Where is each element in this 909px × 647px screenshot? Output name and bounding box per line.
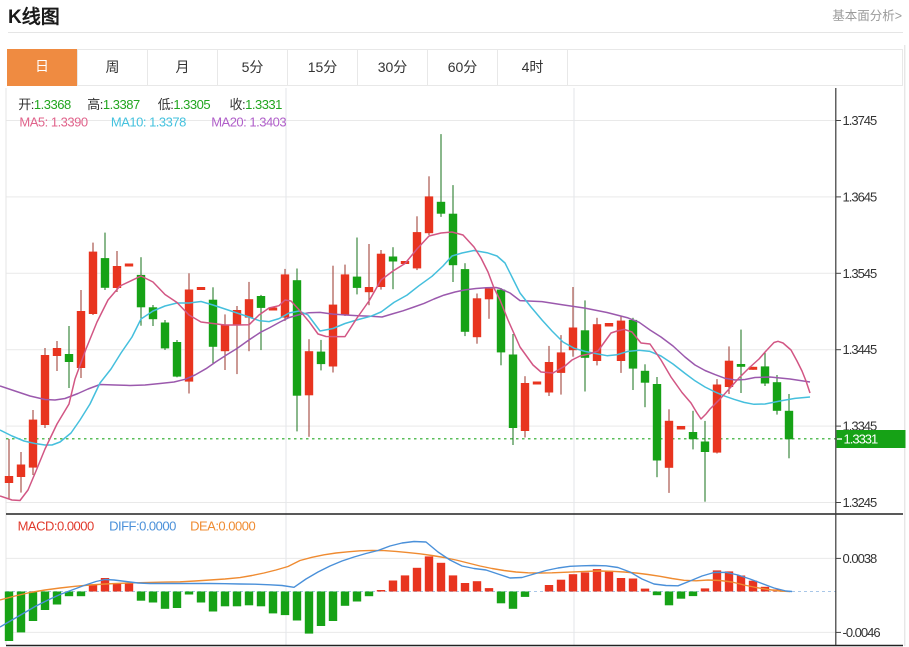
svg-text:0.0038: 0.0038	[843, 551, 878, 566]
svg-text:1.3331: 1.3331	[844, 432, 879, 447]
svg-text:1.3745: 1.3745	[843, 113, 878, 128]
svg-text:1.3445: 1.3445	[843, 342, 878, 357]
svg-text:1.3645: 1.3645	[843, 189, 878, 204]
svg-text:-0.0046: -0.0046	[843, 625, 881, 640]
svg-text:1.3245: 1.3245	[843, 495, 878, 510]
svg-text:1.3545: 1.3545	[843, 266, 878, 281]
svg-text:1.3345: 1.3345	[843, 419, 878, 434]
